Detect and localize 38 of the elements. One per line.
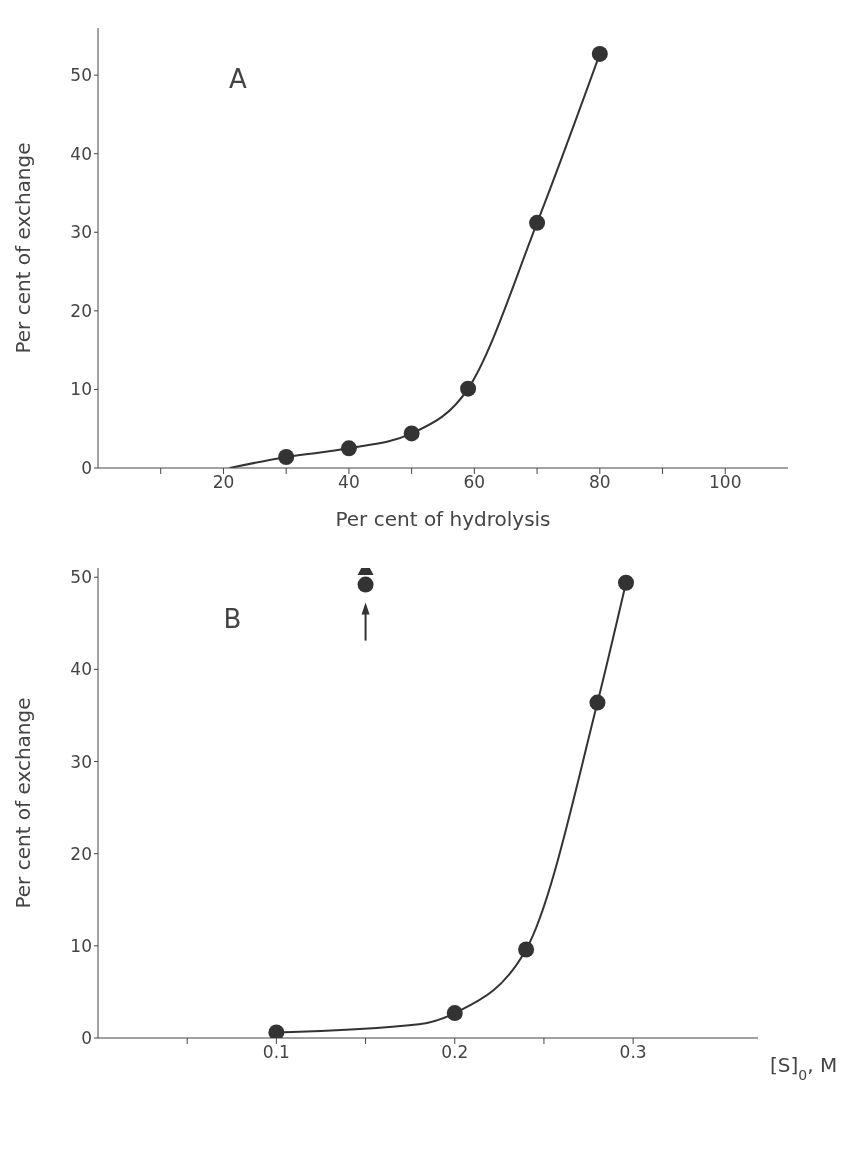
x-axis-title: [S]$_{0}$, M <box>770 1053 838 1083</box>
y-axis-title: Per cent of exchange <box>11 697 35 909</box>
x-tick-label: 20 <box>212 472 235 493</box>
point <box>618 574 634 591</box>
point <box>446 1005 463 1022</box>
point <box>518 941 535 958</box>
y-tick-label: 50 <box>70 65 92 86</box>
point <box>340 440 357 457</box>
point <box>403 425 420 442</box>
y-tick-label: 20 <box>70 300 92 321</box>
point <box>529 214 546 231</box>
y-tick-label: 0 <box>81 458 92 479</box>
x-tick-label: 40 <box>338 472 360 493</box>
y-tick-label: 50 <box>70 567 92 588</box>
y-tick-label: 0 <box>81 1028 92 1049</box>
x-axis-title: Per cent of hydrolysis <box>335 507 551 531</box>
y-tick-label: 10 <box>70 379 92 400</box>
point <box>589 694 606 711</box>
x-tick-label: 80 <box>589 472 611 493</box>
y-tick-label: 40 <box>70 659 92 680</box>
annotation: B <box>223 604 242 634</box>
x-tick-label: 0.1 <box>262 1042 290 1063</box>
point <box>278 449 295 465</box>
x-tick-label: 0.2 <box>441 1042 469 1063</box>
point <box>460 380 477 397</box>
y-axis-title: Per cent of exchange <box>11 142 35 354</box>
y-tick-label: 10 <box>70 935 92 956</box>
x-tick-label: 0.3 <box>619 1042 647 1063</box>
y-tick-label: 20 <box>70 843 92 864</box>
x-tick-label: 60 <box>463 472 486 493</box>
y-tick-label: 40 <box>70 143 92 164</box>
y-tick-label: 30 <box>70 751 92 772</box>
y-tick-label: 30 <box>70 222 92 243</box>
point <box>591 45 608 62</box>
annotation: A <box>229 64 248 94</box>
point <box>357 576 374 593</box>
x-tick-label: 100 <box>709 472 742 493</box>
point <box>268 1024 285 1038</box>
